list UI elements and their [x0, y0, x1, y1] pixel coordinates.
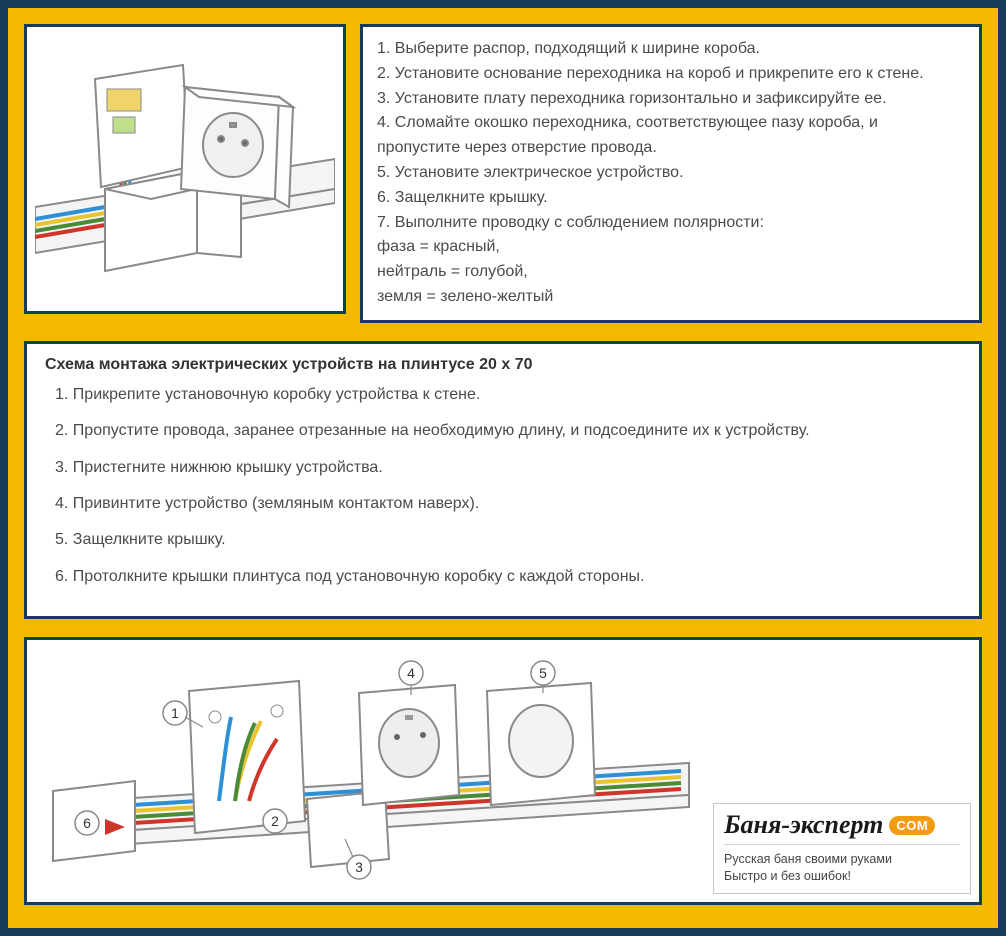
brand-badge: COM — [889, 816, 935, 835]
top-step: фаза = красный, — [377, 235, 965, 260]
middle-step: 1. Прикрепите установочную коробку устро… — [45, 384, 961, 406]
callout-5: 5 — [539, 665, 547, 681]
callout-3: 3 — [355, 859, 363, 875]
middle-step: 2. Пропустите провода, заранее отрезанны… — [45, 420, 961, 442]
top-illustration-panel — [24, 24, 346, 314]
page-frame: 1. Выберите распор, подходящий к ширине … — [0, 0, 1006, 936]
callout-6: 6 — [83, 815, 91, 831]
brand-box: Баня-эксперт COM Русская баня своими рук… — [713, 803, 971, 894]
top-step: 7. Выполните проводку с соблюдением поля… — [377, 211, 965, 236]
plinth-mounting-icon: 1 2 3 4 5 6 — [39, 651, 699, 891]
top-step: 6. Защелкните крышку. — [377, 186, 965, 211]
top-step: земля = зелено-желтый — [377, 285, 965, 310]
bottom-panel: 1 2 3 4 5 6 — [24, 637, 982, 905]
callout-2: 2 — [271, 813, 279, 829]
callout-4: 4 — [407, 665, 415, 681]
socket-adapter-icon — [35, 39, 335, 299]
middle-heading: Схема монтажа электрических устройств на… — [45, 356, 961, 374]
middle-step: 6. Протолкните крышки плинтуса под устан… — [45, 566, 961, 588]
top-instructions-panel: 1. Выберите распор, подходящий к ширине … — [360, 24, 982, 323]
brand-title: Баня-эксперт — [724, 810, 883, 840]
bottom-diagram-wrap: 1 2 3 4 5 6 — [35, 648, 703, 894]
top-row: 1. Выберите распор, подходящий к ширине … — [24, 24, 982, 323]
top-step: 1. Выберите распор, подходящий к ширине … — [377, 37, 965, 62]
middle-step: 3. Пристегните нижнюю крышку устройства. — [45, 457, 961, 479]
callout-1: 1 — [171, 705, 179, 721]
brand-sub2: Быстро и без ошибок! — [724, 868, 960, 885]
top-step: нейтраль = голубой, — [377, 260, 965, 285]
brand-sub1: Русская баня своими руками — [724, 851, 960, 868]
brand-divider — [724, 844, 960, 845]
top-step: 3. Установите плату переходника горизонт… — [377, 87, 965, 112]
middle-step: 5. Защелкните крышку. — [45, 529, 961, 551]
brand-title-row: Баня-эксперт COM — [724, 810, 960, 840]
top-step: 2. Установите основание переходника на к… — [377, 62, 965, 87]
middle-step: 4. Привинтите устройство (земляным конта… — [45, 493, 961, 515]
top-step: 4. Сломайте окошко переходника, соответс… — [377, 111, 965, 161]
middle-instructions-panel: Схема монтажа электрических устройств на… — [24, 341, 982, 619]
top-step: 5. Установите электрическое устройство. — [377, 161, 965, 186]
